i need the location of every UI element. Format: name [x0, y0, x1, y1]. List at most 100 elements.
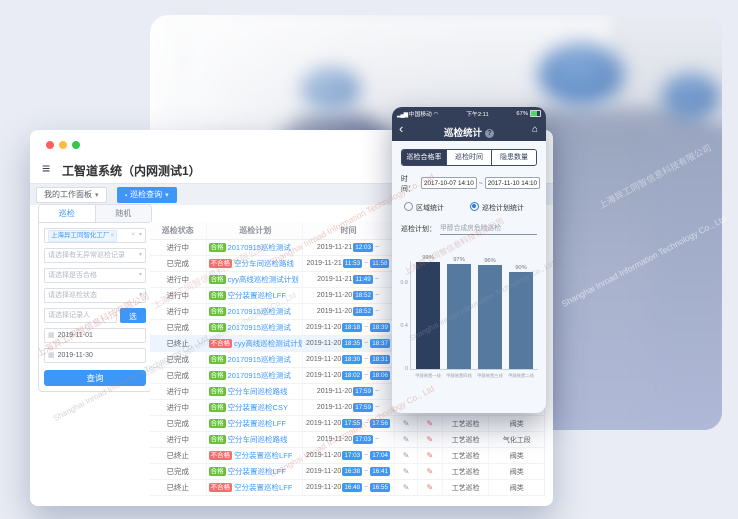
start-time-badge: 17:59 [353, 403, 373, 412]
inspection-status: 已完成 [150, 368, 207, 383]
segment-tab[interactable]: 巡检合格率 [402, 150, 447, 165]
date-end-input[interactable]: ▦ 2019-11-30 [44, 348, 146, 363]
edit-icon[interactable]: ✎ [402, 435, 410, 444]
edit-red-icon[interactable]: ✎ [426, 435, 434, 444]
segment-tab[interactable]: 隐患数量 [492, 150, 536, 165]
date-text: 2019-11-20 [316, 292, 353, 299]
date-text: 2019-11-20 [306, 356, 342, 363]
plan-link[interactable]: 空分装置巡检LFF [227, 419, 286, 428]
plan-link[interactable]: 空分装置巡检CSY [227, 403, 288, 412]
table-row[interactable]: 已终止 不合格 空分装置巡检LFF 2019-11-20 17:03 ~ 17:… [150, 448, 545, 464]
sidebar-tab-random[interactable]: 随机 [115, 209, 132, 218]
table-row[interactable]: 已完成 合格 空分装置巡检LFF 2019-11-20 17:55 ~ 17:5… [150, 416, 545, 432]
radio-plan-stats[interactable]: 巡检计划统计 [470, 202, 524, 213]
plan-link[interactable]: 20170915巡检测试 [227, 323, 291, 332]
plan-link[interactable]: 空分车间巡检路线 [227, 387, 288, 396]
plan-link[interactable]: 空分车间巡检路线 [227, 435, 288, 444]
start-time-badge: 12:03 [353, 243, 373, 252]
recorder-input[interactable]: 请选择记录人 [44, 308, 117, 323]
start-time-badge: 18:02 [342, 371, 363, 380]
edit-icon[interactable]: ✎ [402, 483, 410, 492]
inspection-status: 已完成 [150, 416, 207, 431]
hamburger-menu-icon[interactable]: ≡ [42, 160, 51, 176]
caret-down-icon: ▾ [138, 232, 142, 238]
time-separator: ~ [364, 324, 369, 331]
bar [416, 262, 440, 369]
plan-link[interactable]: 空分装置巡检LFF [234, 483, 293, 492]
radio-area-stats[interactable]: 区域统计 [404, 202, 444, 213]
plan-link[interactable]: 20170915巡检测试 [227, 243, 291, 252]
home-icon[interactable]: ⌂ [531, 124, 538, 135]
start-time-badge: 11:53 [342, 259, 363, 268]
time-to-input[interactable]: 2017-11-10 14:10 [484, 177, 540, 189]
inspection-status: 进行中 [150, 304, 207, 319]
filter-selects: 请选择有无异常巡检记录 ▾ 请选择是否合格 ▾ 请选择巡检状态 ▾ [39, 248, 151, 303]
app-title: 工智道系统（内网测试1） [62, 164, 201, 178]
tab-my-workboard[interactable]: 我的工作面板 ▾ [36, 187, 107, 203]
plan-link[interactable]: 20170915巡检测试 [227, 355, 291, 364]
plan-link[interactable]: cyy高线巡检测试计划 [234, 339, 302, 348]
org-tag: 上海异工同智化工厂× [48, 230, 118, 242]
inspection-type: 工艺巡检 [443, 464, 490, 479]
tag-close-icon[interactable]: × [110, 232, 115, 239]
time-from-input[interactable]: 2017-10-07 14:10 [421, 177, 477, 189]
plan-link[interactable]: 20170915巡检测试 [227, 371, 291, 380]
table-row[interactable]: 已终止 不合格 空分装置巡检LFF 2019-11-20 16:48 ~ 16:… [150, 480, 545, 496]
search-button[interactable]: 查询 [44, 370, 146, 386]
plan-link[interactable]: 空分装置巡检LFF [227, 467, 286, 476]
end-time-badge: 18:06 [370, 371, 390, 380]
date-text: 2019-11-20 [316, 308, 353, 315]
tab-inspection-query[interactable]: ▪ 巡检查询 ▾ [116, 187, 177, 203]
plan-link[interactable]: 20170915巡检测试 [227, 307, 291, 316]
start-time-badge: 18:35 [342, 339, 363, 348]
edit-icon[interactable]: ✎ [402, 451, 410, 460]
segment-tab[interactable]: 巡检时间 [447, 150, 492, 165]
plan-value-field[interactable]: 甲醇合成房危险巡检 [440, 222, 537, 235]
table-row[interactable]: 已完成 合格 空分装置巡检LFF 2019-11-20 16:38 ~ 16:4… [150, 464, 545, 480]
edit-red-icon[interactable]: ✎ [426, 451, 434, 460]
edit-red-icon[interactable]: ✎ [426, 483, 434, 492]
window-close-dot[interactable] [46, 141, 54, 149]
end-time-badge: 16:55 [370, 483, 390, 492]
date-text: 2019-11-20 [306, 468, 342, 475]
date-text: 2019-11-20 [306, 420, 342, 427]
end-time-badge: 17:56 [370, 419, 390, 428]
time-separator: ~ [374, 404, 380, 411]
start-time-badge: 17:03 [342, 451, 363, 460]
window-zoom-dot[interactable] [72, 141, 80, 149]
battery-icon [529, 109, 541, 117]
result-badge: 合格 [208, 403, 226, 412]
result-badge: 不合格 [208, 259, 233, 268]
help-icon[interactable]: ? [485, 129, 494, 138]
result-badge: 不合格 [208, 339, 233, 348]
edit-red-icon[interactable]: ✎ [426, 467, 434, 476]
window-minimize-dot[interactable] [59, 141, 67, 149]
back-icon[interactable]: ‹ [399, 121, 404, 136]
plan-link[interactable]: 空分装置巡检LFF [227, 291, 286, 300]
result-badge: 合格 [208, 467, 226, 476]
plan-link[interactable]: 空分装置巡检LFF [234, 451, 293, 460]
phone-page-title: 巡检统计? [392, 125, 546, 139]
table-row[interactable]: 进行中 合格 空分车间巡检路线 2019-11-20 17:03 ~ ✎ ✎ 工… [150, 432, 545, 448]
pick-person-button[interactable]: 选人 [120, 308, 146, 336]
edit-icon[interactable]: ✎ [402, 419, 410, 428]
org-select[interactable]: 上海异工同智化工厂× × ▾ [44, 228, 146, 243]
date-start-input[interactable]: ▦ 2019-11-01 [44, 328, 146, 343]
sidebar-tab-inspection[interactable]: 巡检 [39, 205, 96, 222]
clear-icon[interactable]: × [131, 232, 135, 238]
inspection-status: 进行中 [150, 384, 207, 399]
result-badge: 合格 [208, 387, 226, 396]
filter-select[interactable]: 请选择巡检状态 ▾ [44, 288, 146, 303]
time-separator: ~ [374, 308, 380, 315]
edit-red-icon[interactable]: ✎ [426, 419, 434, 428]
plan-link[interactable]: 空分车间巡检路线 [234, 259, 295, 268]
filter-select[interactable]: 请选择是否合格 ▾ [44, 268, 146, 283]
result-badge: 合格 [208, 355, 226, 364]
date-text: 2019-11-20 [316, 388, 353, 395]
filter-select[interactable]: 请选择有无异常巡检记录 ▾ [44, 248, 146, 263]
radio-icon [404, 202, 413, 211]
edit-icon[interactable]: ✎ [402, 467, 410, 476]
bar-value-label: 90% [515, 264, 527, 271]
date-text: 2019-11-21 [306, 260, 342, 267]
plan-link[interactable]: cyy高线巡检测试计划 [227, 275, 299, 284]
